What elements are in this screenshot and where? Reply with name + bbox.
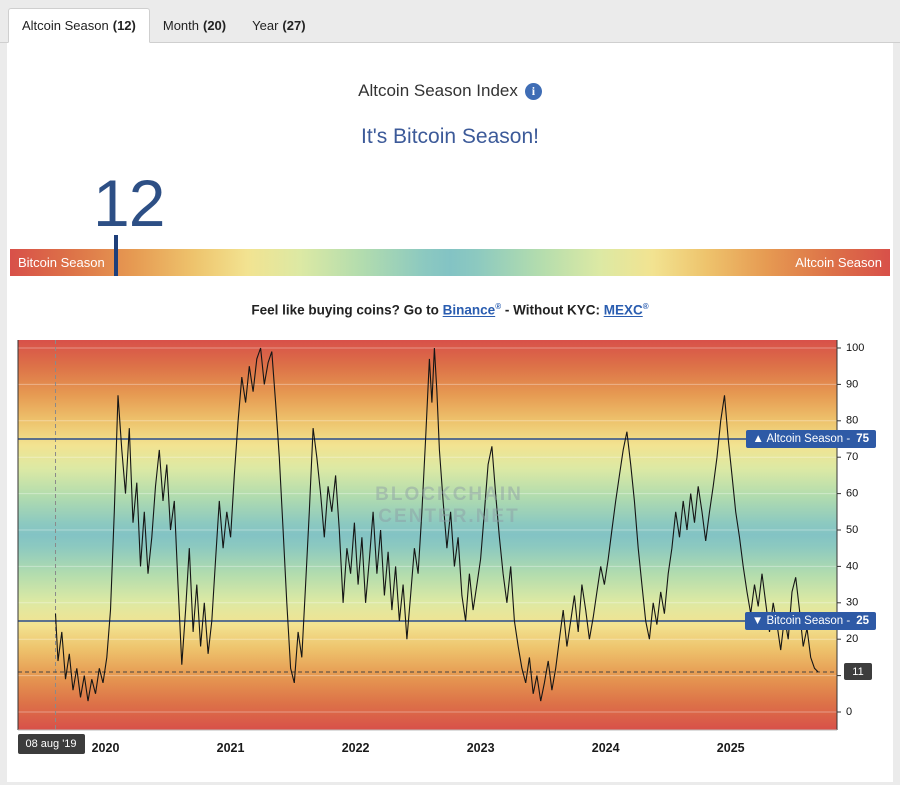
y-tick-label: 60 [846,487,858,499]
y-tick-label: 100 [846,341,864,353]
tab-label: Year [252,18,279,33]
tab-altcoin-season[interactable]: Altcoin Season (12) [8,8,150,43]
x-tick-label: 2024 [592,741,620,755]
season-index-chart[interactable]: 0102030405060708090100202020212022202320… [14,338,886,770]
threshold-value: 75 [856,432,869,445]
threshold-value: 25 [856,614,869,627]
x-tick-label: 2020 [92,741,120,755]
cta-mid: - Without KYC: [501,302,604,318]
season-status-text: It's Bitcoin Season! [361,125,539,148]
index-value: 12 [93,166,165,240]
x-tick-label: 2023 [467,741,495,755]
start-date-badge: 08 aug '19 [17,733,85,754]
page-title: Altcoin Season Index [358,81,518,100]
cta-prefix: Feel like buying coins? Go to [251,302,443,318]
x-tick-label: 2022 [342,741,370,755]
meter-left-label: Bitcoin Season [18,255,105,270]
series-line [54,347,819,701]
tab-count: (27) [282,18,306,33]
meter-right-label: Altcoin Season [795,255,882,270]
y-tick-label: 30 [846,596,858,608]
y-tick-label: 0 [846,705,852,717]
tab-count: (20) [203,18,227,33]
x-tick-label: 2021 [217,741,245,755]
current-value-badge: 11 [844,663,872,681]
y-tick-label: 20 [846,633,858,645]
season-meter: Bitcoin Season Altcoin Season [10,235,890,276]
tab-month[interactable]: Month (20) [150,9,239,42]
tab-label: Altcoin Season [22,18,109,33]
registered-mark: ® [495,302,502,311]
tab-label: Month [162,18,199,33]
threshold-label: ▲ Altcoin Season - [752,432,851,445]
title-row: Altcoin Season Index i [7,43,893,101]
y-tick-label: 80 [846,414,858,426]
altcoin-threshold-badge: ▲ Altcoin Season - 75 [745,429,876,448]
registered-mark: ® [642,302,649,311]
meter-marker [113,235,118,276]
x-tick-label: 2025 [717,741,745,755]
y-tick-label: 40 [846,560,858,572]
mexc-link[interactable]: MEXC [603,302,643,318]
season-chart-svg: 0102030405060708090100202020212022202320… [17,339,864,755]
binance-link[interactable]: Binance [442,302,496,318]
tab-count: (12) [112,18,136,33]
main-card: Altcoin Season Index i It's Bitcoin Seas… [7,43,893,782]
y-tick-label: 50 [846,523,858,535]
tab-bar: Altcoin Season (12) Month (20) Year (27) [0,0,900,43]
y-tick-label: 90 [846,378,858,390]
threshold-label: ▼ Bitcoin Season - [751,614,851,627]
exchange-cta: Feel like buying coins? Go to Binance® -… [7,302,893,318]
info-icon[interactable]: i [524,82,542,100]
bitcoin-threshold-badge: ▼ Bitcoin Season - 25 [744,611,876,630]
y-tick-label: 70 [846,451,858,463]
tab-year[interactable]: Year (27) [239,9,318,42]
